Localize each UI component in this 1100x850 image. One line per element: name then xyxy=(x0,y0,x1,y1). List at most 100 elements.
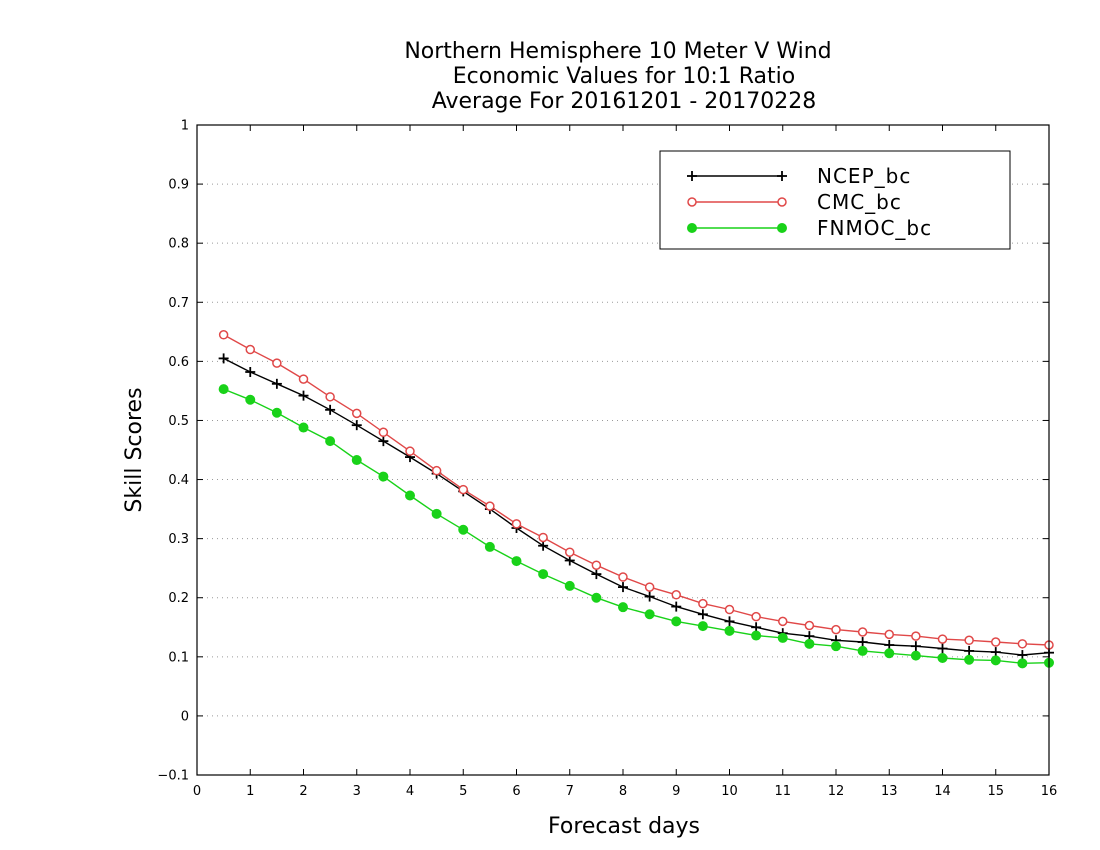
data-point-FNMOC_bc xyxy=(564,580,575,591)
data-point-NCEP_bc xyxy=(671,601,682,612)
data-point-CMC_bc xyxy=(1017,639,1028,649)
legend-marker-end xyxy=(777,223,787,233)
chart-title-line-1: Northern Hemisphere 10 Meter V Wind xyxy=(404,39,831,64)
legend-marker-end xyxy=(777,171,787,181)
data-point-CMC_bc xyxy=(298,374,309,384)
data-point-FNMOC_bc xyxy=(697,621,708,632)
data-point-CMC_bc xyxy=(991,637,1001,647)
y-tick-label: 0.1 xyxy=(168,650,189,665)
x-tick-label: 8 xyxy=(619,784,627,799)
data-point-FNMOC_bc xyxy=(777,632,788,643)
grid-lines xyxy=(197,124,1049,776)
data-point-FNMOC_bc xyxy=(884,648,895,659)
data-point-CMC_bc xyxy=(671,590,681,600)
x-tick-label: 11 xyxy=(774,784,791,799)
data-point-CMC_bc xyxy=(591,560,602,570)
data-point-CMC_bc xyxy=(884,629,894,640)
y-tick-label: 0.9 xyxy=(168,178,189,193)
y-tick-label: 0 xyxy=(181,709,189,724)
data-point-NCEP_bc xyxy=(697,609,708,620)
data-point-CMC_bc xyxy=(565,547,575,557)
data-point-CMC_bc xyxy=(511,519,522,529)
data-point-CMC_bc xyxy=(618,572,628,582)
data-point-NCEP_bc xyxy=(618,582,628,593)
y-tick-label: 0.3 xyxy=(168,532,189,547)
x-axis-label: Forecast days xyxy=(548,814,700,839)
data-point-FNMOC_bc xyxy=(937,653,948,663)
data-point-FNMOC_bc xyxy=(538,569,549,580)
legend-box xyxy=(659,150,1011,250)
data-point-NCEP_bc xyxy=(644,591,655,602)
x-tick-label: 13 xyxy=(881,784,898,799)
data-point-CMC_bc xyxy=(644,582,655,592)
data-point-FNMOC_bc xyxy=(910,650,921,661)
data-point-NCEP_bc xyxy=(218,353,229,364)
data-point-CMC_bc xyxy=(937,634,948,644)
data-point-FNMOC_bc xyxy=(245,394,256,405)
data-point-CMC_bc xyxy=(538,532,548,543)
x-tick-label: 9 xyxy=(672,784,680,799)
y-tick-label: 0.5 xyxy=(168,414,189,429)
data-point-NCEP_bc xyxy=(245,367,256,377)
chart-title-line-3: Average For 20161201 - 20170228 xyxy=(432,89,817,114)
x-tick-label: 5 xyxy=(459,784,467,799)
series-FNMOC_bc xyxy=(218,384,1054,669)
data-point-CMC_bc xyxy=(911,631,921,641)
data-point-CMC_bc xyxy=(857,627,868,637)
legend-entry-NCEP_bc: NCEP_bc xyxy=(687,164,910,188)
series-line-FNMOC_bc xyxy=(223,388,1050,665)
data-point-FNMOC_bc xyxy=(218,384,229,395)
y-tick-label: 0.6 xyxy=(168,355,189,370)
data-point-FNMOC_bc xyxy=(325,436,336,447)
y-tick-label: 1 xyxy=(181,119,189,134)
y-tick-label: 0.4 xyxy=(168,473,189,488)
data-point-NCEP_bc xyxy=(271,378,282,389)
data-point-NCEP_bc xyxy=(298,390,309,401)
data-point-NCEP_bc xyxy=(910,641,921,652)
chart-title: Northern Hemisphere 10 Meter V Wind Econ… xyxy=(404,39,831,114)
data-point-CMC_bc xyxy=(218,330,229,340)
data-point-FNMOC_bc xyxy=(431,508,442,519)
data-point-FNMOC_bc xyxy=(271,407,282,418)
data-point-NCEP_bc xyxy=(564,555,575,566)
data-point-CMC_bc xyxy=(245,344,255,355)
x-tick-label: 3 xyxy=(353,784,361,799)
data-point-FNMOC_bc xyxy=(458,524,469,535)
data-point-FNMOC_bc xyxy=(671,616,682,627)
data-point-CMC_bc xyxy=(378,427,389,438)
series-line-CMC_bc xyxy=(223,334,1050,646)
x-tick-label: 6 xyxy=(512,784,520,799)
y-axis-label: Skill Scores xyxy=(122,387,147,512)
data-point-CMC_bc xyxy=(698,598,708,609)
data-point-FNMOC_bc xyxy=(724,625,735,636)
legend-entry-FNMOC_bc: FNMOC_bc xyxy=(687,216,931,240)
data-point-FNMOC_bc xyxy=(1017,658,1028,669)
data-point-FNMOC_bc xyxy=(405,490,415,501)
data-point-NCEP_bc xyxy=(538,540,549,551)
data-point-CMC_bc xyxy=(272,358,282,368)
y-tick-label: 0.8 xyxy=(168,237,189,252)
data-point-FNMOC_bc xyxy=(298,422,309,433)
x-tick-label: 15 xyxy=(987,784,1004,799)
data-point-CMC_bc xyxy=(831,624,841,635)
x-tick-label: 16 xyxy=(1041,784,1058,799)
data-point-FNMOC_bc xyxy=(831,641,841,652)
data-point-CMC_bc xyxy=(405,446,415,456)
data-point-FNMOC_bc xyxy=(591,592,602,603)
x-tick-label: 1 xyxy=(246,784,254,799)
data-point-CMC_bc xyxy=(431,465,442,476)
legend-marker-start xyxy=(687,171,697,181)
y-tick-label: 0.7 xyxy=(168,296,189,311)
y-tick-label: 0.2 xyxy=(168,591,189,606)
data-point-FNMOC_bc xyxy=(857,645,868,656)
x-tick-label: 2 xyxy=(299,784,307,799)
series-CMC_bc xyxy=(218,330,1054,650)
data-point-NCEP_bc xyxy=(964,645,975,656)
data-point-CMC_bc xyxy=(964,635,974,646)
data-point-FNMOC_bc xyxy=(804,638,815,649)
legend-marker-end xyxy=(777,197,787,207)
x-tick-label: 12 xyxy=(828,784,845,799)
legend-entry-CMC_bc: CMC_bc xyxy=(687,190,901,214)
series-layer xyxy=(218,330,1054,669)
